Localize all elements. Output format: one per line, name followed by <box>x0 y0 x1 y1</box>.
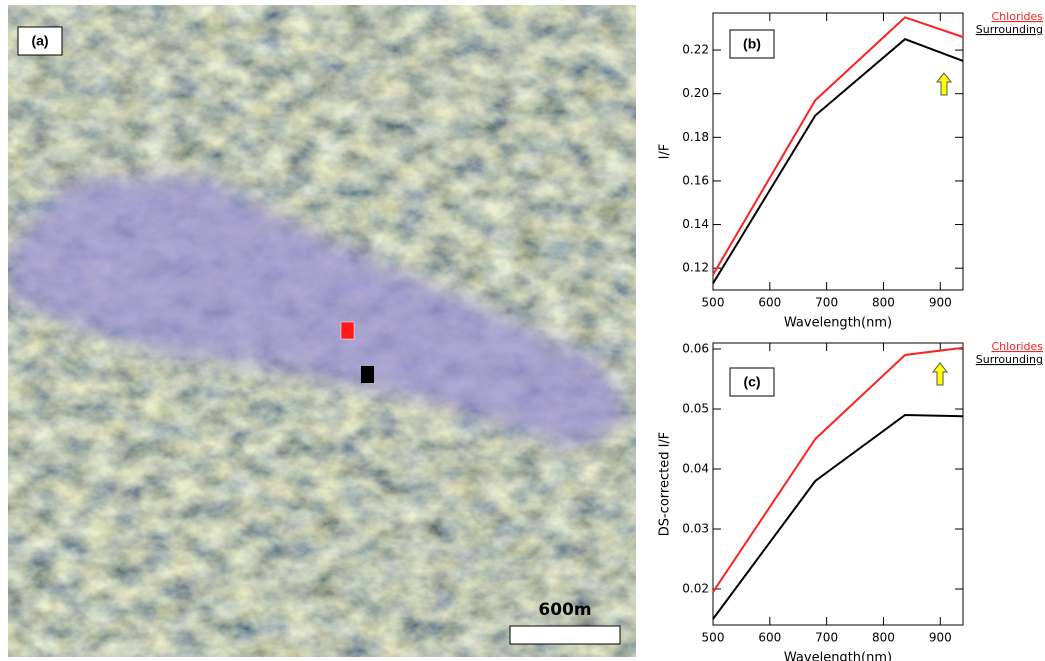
y-tick-label: 0.06 <box>682 342 709 356</box>
y-tick-label: 0.16 <box>682 173 709 187</box>
y-tick-label: 0.22 <box>682 43 709 57</box>
surrounding-marker <box>361 366 374 383</box>
chloride-marker <box>341 322 354 339</box>
x-axis-label: Wavelength(nm) <box>784 651 892 661</box>
y-tick-label: 0.03 <box>682 522 709 536</box>
legend-entry: Chlorides <box>992 10 1044 23</box>
panel-label: (a) <box>31 33 48 49</box>
x-tick-label: 700 <box>815 296 838 310</box>
y-tick-label: 0.02 <box>682 582 709 596</box>
terrain-image <box>8 5 636 657</box>
x-tick-label: 500 <box>702 631 725 645</box>
legend-entry: Chlorides <box>992 340 1044 353</box>
y-tick-label: 0.20 <box>682 86 709 100</box>
legend-entry: Surrounding <box>976 353 1043 366</box>
x-tick-label: 900 <box>929 296 952 310</box>
x-tick-label: 800 <box>872 631 895 645</box>
x-tick-label: 600 <box>758 296 781 310</box>
scale-bar-label: 600m <box>538 600 591 620</box>
x-tick-label: 900 <box>929 631 952 645</box>
y-tick-label: 0.05 <box>682 402 709 416</box>
scale-bar <box>510 626 620 644</box>
y-tick-label: 0.12 <box>682 261 709 275</box>
y-tick-label: 0.04 <box>682 462 709 476</box>
y-axis-label: DS-corrected I/F <box>658 432 673 537</box>
panel-label: (b) <box>743 36 761 52</box>
y-axis-label: I/F <box>658 144 673 160</box>
figure: (a) 600m 500 600 700 800 900 0.12 0.14 0.16 0.18… <box>0 0 1045 661</box>
y-tick-label: 0.18 <box>682 130 709 144</box>
x-tick-label: 600 <box>758 631 781 645</box>
x-tick-label: 800 <box>872 296 895 310</box>
x-tick-label: 700 <box>815 631 838 645</box>
x-axis-label: Wavelength(nm) <box>784 316 892 331</box>
x-tick-label: 500 <box>702 296 725 310</box>
y-tick-label: 0.14 <box>682 217 709 231</box>
legend-entry: Surrounding <box>976 23 1043 36</box>
panel-label: (c) <box>743 374 760 390</box>
